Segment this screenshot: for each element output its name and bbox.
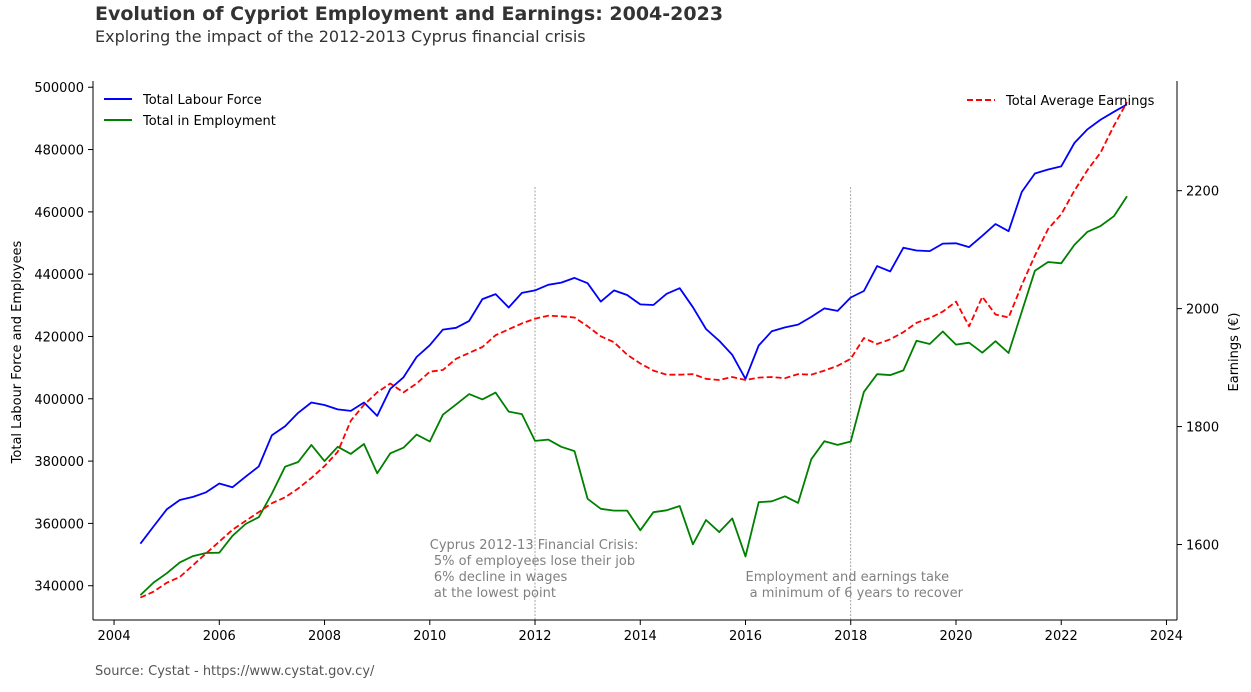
annotation-text: Cyprus 2012-13 Financial Crisis: [430,538,639,553]
left-tick-label: 480000 [34,144,84,159]
left-tick-label: 380000 [34,455,84,470]
x-tick-label: 2010 [413,629,446,644]
x-tick-label: 2012 [518,629,551,644]
right-tick-label: 2000 [1186,303,1219,318]
chart-title: Evolution of Cypriot Employment and Earn… [95,3,723,25]
left-axis-label: Total Labour Force and Employees [10,240,25,464]
left-tick-label: 460000 [34,206,84,221]
left-tick-label: 340000 [34,580,84,595]
annotation-text: 5% of employees lose their job [430,554,635,569]
left-tick-label: 420000 [34,330,84,345]
x-tick-label: 2014 [624,629,657,644]
legend-label: Total in Employment [142,114,276,129]
legend-label: Total Average Earnings [1005,94,1155,109]
x-tick-label: 2016 [729,629,762,644]
chart-subtitle: Exploring the impact of the 2012-2013 Cy… [95,27,586,46]
left-tick-label: 400000 [34,393,84,408]
x-tick-label: 2004 [98,629,131,644]
annotation-text: at the lowest point [430,586,556,601]
legend-label: Total Labour Force [142,93,262,108]
x-tick-label: 2020 [939,629,972,644]
left-tick-label: 440000 [34,268,84,283]
right-tick-label: 2200 [1186,185,1219,200]
x-tick-label: 2024 [1150,629,1183,644]
x-tick-label: 2006 [203,629,236,644]
employment-line [139,195,1128,596]
annotation-text: Employment and earnings take [746,570,950,585]
x-tick-label: 2008 [308,629,341,644]
labour-force-line [139,103,1128,545]
x-tick-label: 2022 [1045,629,1078,644]
left-tick-label: 500000 [34,81,84,96]
right-axis-label: Earnings (€) [1227,313,1242,392]
annotation-text: a minimum of 6 years to recover [746,586,964,601]
right-tick-label: 1600 [1186,539,1219,554]
plot-area: 2004 2006 2008 2010 2012 2014 2016 2018 2020 2022… [34,81,1219,644]
left-tick-label: 360000 [34,517,84,532]
source-note: Source: Cystat - https://www.cystat.gov.… [95,664,375,679]
right-tick-label: 1800 [1186,421,1219,436]
annotation-text: 6% decline in wages [430,570,568,585]
x-tick-label: 2018 [834,629,867,644]
earnings-line [140,101,1128,599]
